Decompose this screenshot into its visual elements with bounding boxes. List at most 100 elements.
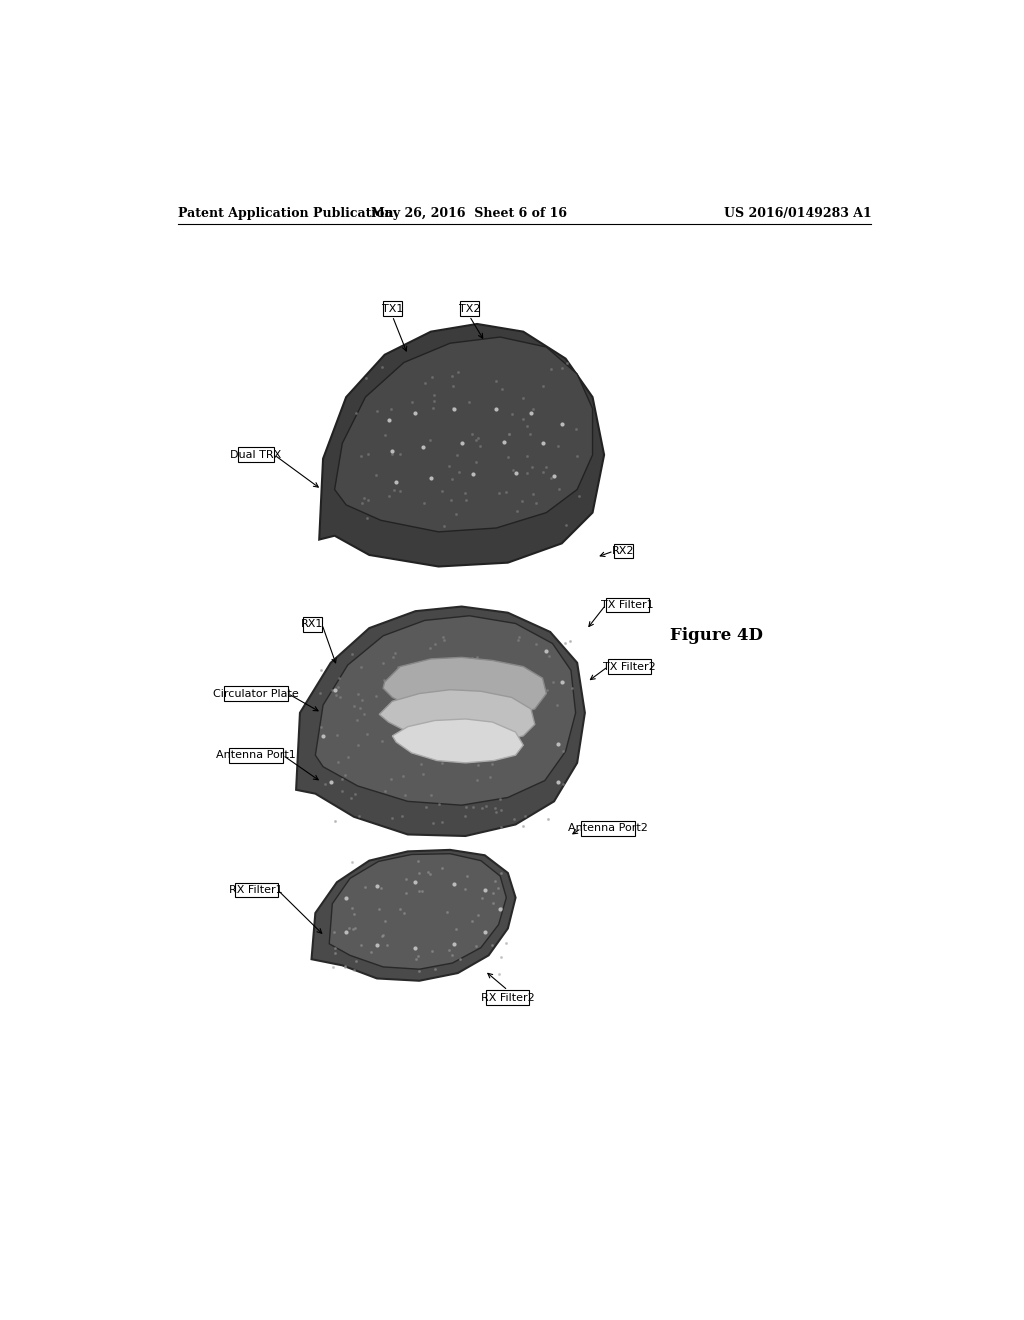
Text: Antenna Port2: Antenna Port2	[568, 824, 648, 833]
Point	[332, 686, 348, 708]
Point	[535, 461, 551, 482]
Point	[545, 672, 561, 693]
Point	[375, 924, 391, 945]
Point	[328, 685, 344, 706]
Text: TX Filter1: TX Filter1	[601, 601, 653, 610]
Point	[493, 689, 509, 710]
Point	[550, 436, 566, 457]
Point	[374, 356, 390, 378]
Point	[352, 446, 369, 467]
FancyBboxPatch shape	[582, 821, 635, 836]
Point	[369, 400, 385, 421]
Point	[422, 863, 438, 884]
Point	[464, 424, 480, 445]
Point	[359, 444, 376, 465]
Polygon shape	[311, 850, 515, 981]
Point	[515, 409, 531, 430]
FancyBboxPatch shape	[605, 598, 649, 612]
Point	[398, 869, 415, 890]
Point	[340, 747, 356, 768]
Point	[327, 942, 343, 964]
Point	[549, 694, 565, 715]
Point	[536, 375, 552, 396]
Point	[439, 902, 456, 923]
Point	[457, 483, 473, 504]
Point	[522, 424, 539, 445]
FancyBboxPatch shape	[613, 544, 633, 558]
Point	[497, 714, 513, 735]
Point	[311, 682, 328, 704]
Point	[415, 763, 431, 784]
Point	[559, 352, 575, 374]
Point	[474, 888, 490, 909]
Point	[441, 455, 458, 477]
Point	[434, 812, 451, 833]
Point	[519, 445, 536, 466]
Point	[509, 663, 525, 684]
Point	[395, 766, 412, 787]
Point	[312, 715, 329, 737]
Point	[493, 946, 509, 968]
Point	[392, 899, 409, 920]
Point	[422, 664, 438, 685]
Point	[386, 643, 402, 664]
Point	[348, 950, 365, 972]
Point	[411, 960, 427, 981]
Point	[483, 752, 500, 774]
Point	[469, 770, 485, 791]
Point	[542, 645, 558, 667]
Point	[341, 917, 357, 939]
Point	[486, 870, 503, 891]
Point	[490, 964, 507, 985]
Point	[411, 862, 427, 883]
Point	[493, 862, 509, 883]
Point	[435, 627, 452, 648]
Point	[377, 424, 393, 445]
FancyBboxPatch shape	[486, 990, 529, 1005]
Point	[426, 384, 442, 405]
Text: RX1: RX1	[301, 619, 324, 630]
FancyBboxPatch shape	[229, 747, 283, 763]
Point	[347, 917, 364, 939]
Point	[424, 367, 440, 388]
Point	[386, 479, 402, 500]
Text: Antenna Port1: Antenna Port1	[216, 750, 296, 760]
Point	[452, 949, 468, 970]
Point	[346, 903, 362, 924]
Point	[381, 486, 397, 507]
Point	[442, 490, 459, 511]
Point	[459, 866, 475, 887]
Point	[403, 392, 420, 413]
Point	[325, 956, 341, 977]
Point	[486, 730, 503, 751]
Point	[426, 391, 442, 412]
Point	[374, 925, 390, 946]
Point	[470, 904, 486, 925]
Point	[353, 689, 370, 710]
Point	[436, 630, 453, 651]
FancyBboxPatch shape	[238, 447, 274, 462]
Point	[348, 401, 365, 422]
Polygon shape	[335, 337, 593, 532]
Text: Dual TRX: Dual TRX	[230, 450, 282, 459]
Point	[408, 949, 424, 970]
FancyBboxPatch shape	[234, 883, 278, 898]
Point	[524, 483, 541, 504]
Point	[423, 784, 439, 805]
Point	[527, 492, 544, 513]
Point	[427, 634, 443, 655]
Point	[324, 678, 340, 700]
Point	[425, 397, 441, 418]
Point	[346, 960, 362, 981]
Point	[449, 919, 465, 940]
Point	[489, 878, 506, 899]
Point	[503, 709, 519, 730]
Point	[445, 397, 462, 418]
Point	[498, 932, 514, 953]
Point	[373, 876, 389, 898]
Point	[383, 399, 399, 420]
Point	[457, 648, 473, 669]
Point	[501, 424, 517, 445]
Point	[555, 774, 571, 795]
Point	[410, 850, 426, 871]
